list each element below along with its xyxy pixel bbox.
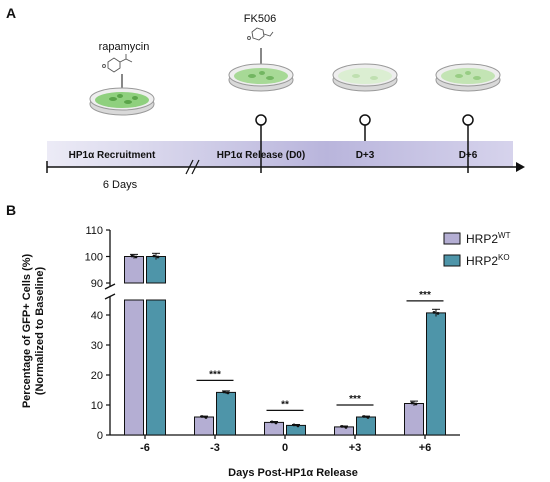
- bar-wt-lower: [124, 299, 144, 436]
- chart-significance: ***** ******: [196, 290, 444, 411]
- timepoint-marker-d6: [462, 114, 474, 173]
- timeline-arrow-icon: [516, 162, 525, 172]
- petri-dish-release-d0: [228, 63, 294, 92]
- legend-swatch-wt: [443, 232, 461, 245]
- chart-error-bars: [130, 252, 440, 429]
- chart-x-ticks: -6 -3 0 +3 +6: [140, 435, 431, 454]
- y-axis-title-line1: Percentage of GFP+ Cells (%): [21, 253, 33, 408]
- data-point: [222, 390, 226, 394]
- bar-wt: [264, 421, 284, 436]
- data-point: [226, 391, 230, 395]
- x-tick-label: +6: [419, 442, 432, 454]
- y-tick-label: 110: [85, 225, 103, 237]
- significance-stars: **: [281, 399, 289, 410]
- legend-label-wt: HRP2WT: [466, 231, 511, 246]
- petri-dish-d3: [332, 63, 398, 92]
- petri-dish-d6: [435, 63, 501, 92]
- fk506-molecule-icon: [247, 27, 274, 41]
- data-point: [340, 425, 344, 428]
- significance-stars: ***: [349, 394, 361, 405]
- bar-ko: [356, 416, 376, 436]
- bar-wt: [404, 403, 424, 436]
- y-axis-break-mark: [104, 293, 116, 300]
- duration-label: 6 Days: [103, 179, 138, 191]
- data-point: [436, 312, 440, 315]
- y-tick-label: 100: [85, 252, 103, 264]
- data-point: [362, 415, 366, 418]
- data-point: [270, 420, 274, 424]
- bar-wt: [194, 416, 214, 436]
- timeline-break-mark: [191, 159, 200, 175]
- bar-ko-upper: [146, 256, 166, 284]
- timepoint-marker-d3: [359, 114, 371, 141]
- timeline-label-d3: D+3: [356, 150, 375, 161]
- y-axis-title: Percentage of GFP+ Cells (%) (Normalized…: [21, 253, 46, 408]
- data-point: [366, 416, 370, 419]
- data-point: [156, 255, 160, 259]
- y-tick-label: 20: [91, 370, 103, 382]
- y-axis-title-line2: (Normalized to Baseline): [34, 266, 46, 395]
- data-point: [204, 416, 208, 419]
- data-point: [292, 423, 296, 427]
- data-point: [130, 254, 134, 258]
- chart-axes: 90 100 110 0 10 20 30 40: [85, 225, 460, 442]
- legend-label-ko: HRP2KO: [466, 253, 510, 268]
- timeline-label-release: HP1α Release (D0): [217, 150, 305, 161]
- rapamycin-molecule-icon: [102, 54, 133, 73]
- legend-swatch-ko: [443, 254, 461, 267]
- y-tick-label: 40: [91, 310, 103, 322]
- data-point: [344, 426, 348, 429]
- x-tick-label: +3: [349, 442, 362, 454]
- y-axis-break-mark: [104, 283, 116, 290]
- bar-wt: [334, 426, 354, 436]
- data-point: [432, 311, 436, 314]
- legend-superscript: WT: [498, 231, 511, 240]
- bar-wt-upper: [124, 256, 144, 284]
- data-point: [152, 254, 156, 258]
- fk506-label: FK506: [244, 13, 276, 25]
- chart-legend: HRP2WT HRP2KO: [443, 231, 511, 268]
- data-point: [134, 255, 138, 259]
- x-tick-label: -3: [210, 442, 220, 454]
- panel-b-label: B: [6, 202, 16, 218]
- timeline-band: [47, 141, 513, 167]
- data-point: [414, 402, 418, 406]
- chart-bars: [124, 256, 446, 436]
- x-tick-label: 0: [282, 442, 288, 454]
- timepoint-marker-d0: [255, 114, 267, 173]
- petri-dish-recruitment: [89, 87, 155, 116]
- rapamycin-label: rapamycin: [99, 41, 150, 53]
- x-tick-label: -6: [140, 442, 150, 454]
- bar-ko: [286, 424, 306, 436]
- bar-ko: [216, 391, 236, 436]
- y-tick-label: 0: [97, 430, 103, 442]
- bar-ko: [426, 312, 446, 436]
- y-tick-label: 10: [91, 400, 103, 412]
- significance-stars: ***: [419, 290, 431, 301]
- data-point: [296, 424, 300, 428]
- y-tick-label: 90: [91, 278, 103, 290]
- data-point: [410, 401, 414, 405]
- bar-ko-lower: [146, 299, 166, 436]
- timeline-label-d6: D+6: [459, 150, 478, 161]
- data-point: [274, 421, 278, 425]
- timeline-label-recruitment: HP1α Recruitment: [69, 150, 156, 161]
- legend-superscript: KO: [498, 253, 510, 262]
- data-point: [200, 415, 204, 418]
- x-axis-title: Days Post-HP1α Release: [228, 467, 358, 479]
- y-tick-label: 30: [91, 340, 103, 352]
- significance-stars: ***: [209, 369, 221, 380]
- panel-a-label: A: [6, 5, 16, 21]
- timeline-break-mark: [185, 159, 194, 175]
